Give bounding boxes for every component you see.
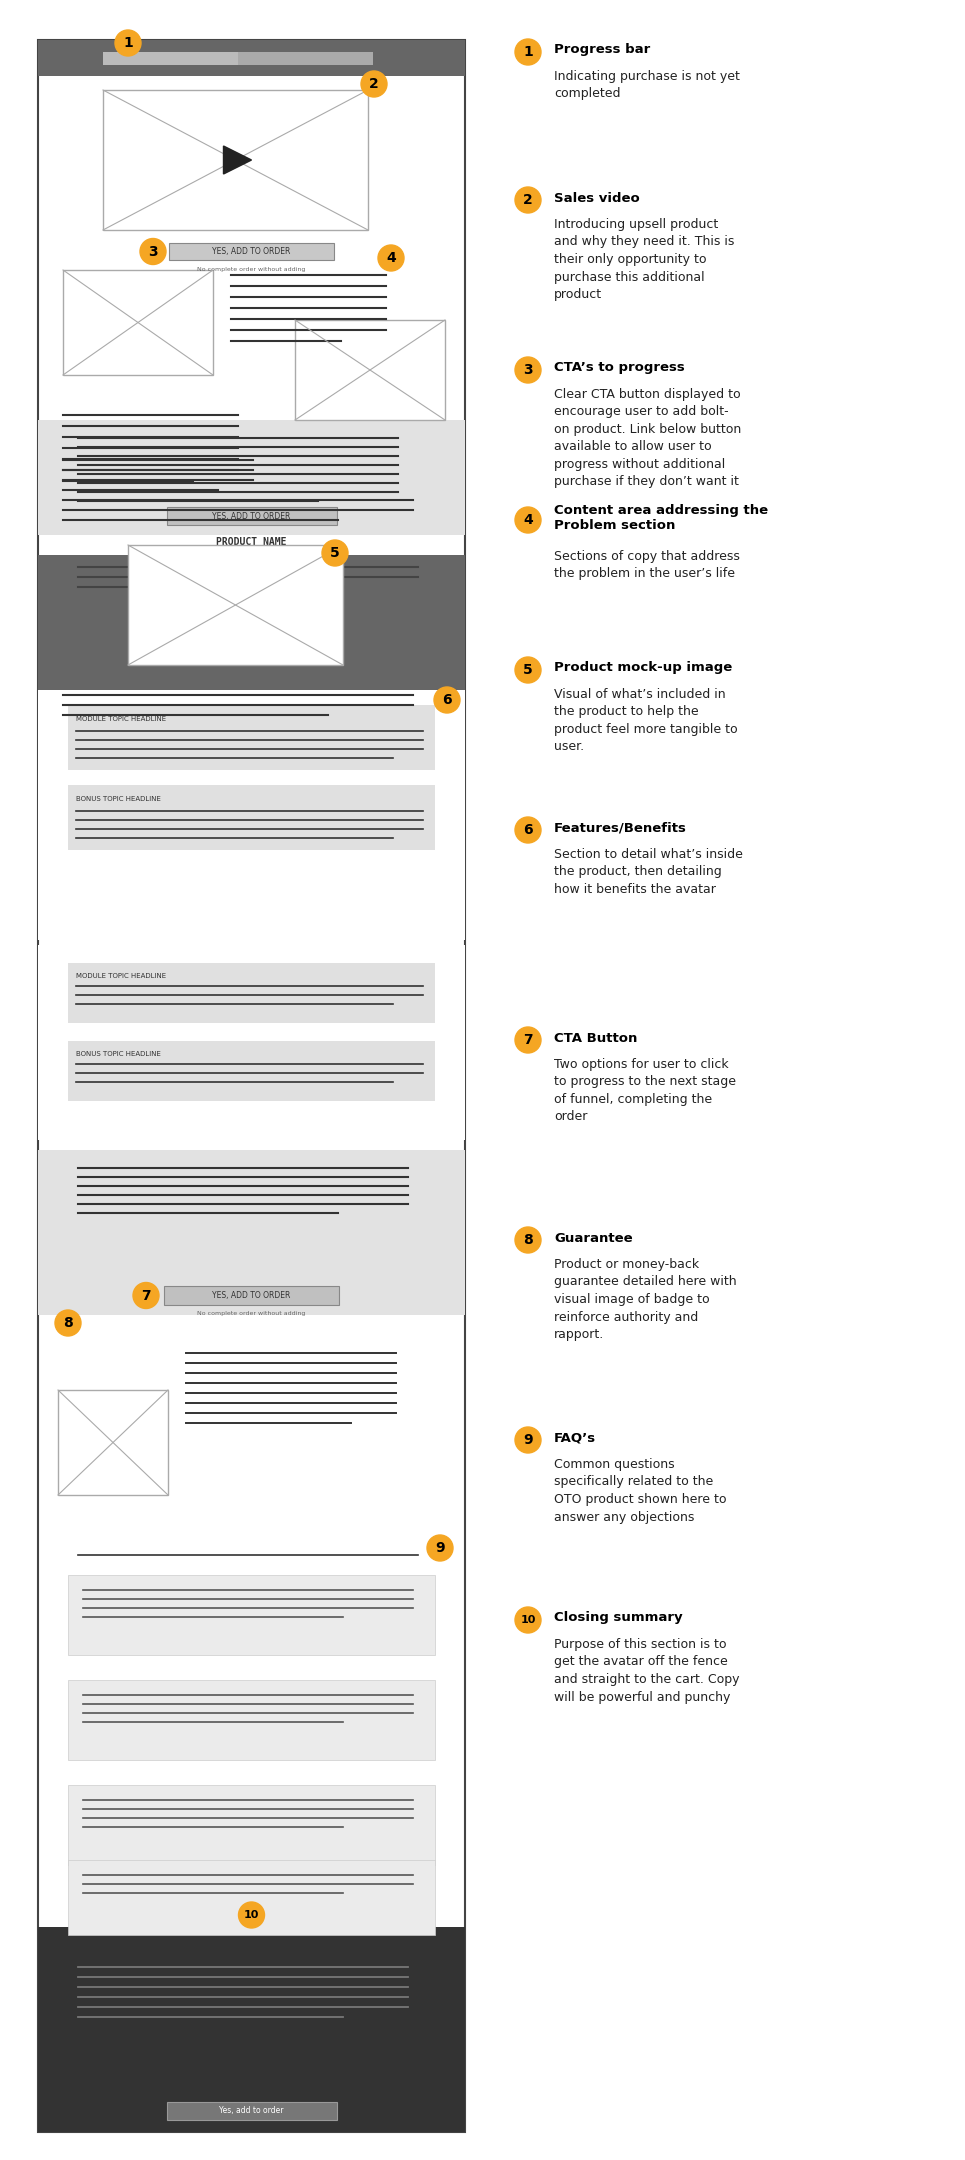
Circle shape: [427, 1536, 453, 1562]
Text: YES, ADD TO ORDER: YES, ADD TO ORDER: [212, 246, 290, 257]
Text: 6: 6: [442, 693, 452, 706]
Circle shape: [515, 1026, 541, 1052]
Text: Section to detail what’s inside
the product, then detailing
how it benefits the : Section to detail what’s inside the prod…: [554, 849, 743, 896]
Bar: [63, 270, 213, 376]
Text: CTA’s to progress: CTA’s to progress: [554, 361, 685, 374]
Bar: [68, 1860, 435, 1935]
Text: 1: 1: [124, 37, 133, 50]
Circle shape: [55, 1309, 81, 1337]
Text: No complete order without adding: No complete order without adding: [197, 1311, 306, 1315]
Text: Sales video: Sales video: [554, 192, 640, 205]
Text: YES, ADD TO ORDER: YES, ADD TO ORDER: [212, 512, 290, 521]
Circle shape: [515, 816, 541, 842]
Text: 3: 3: [523, 363, 533, 378]
Text: BONUS TOPIC HEADLINE: BONUS TOPIC HEADLINE: [76, 797, 161, 801]
Circle shape: [378, 244, 404, 270]
Bar: [38, 1149, 465, 1315]
Text: 7: 7: [141, 1290, 151, 1302]
Text: 6: 6: [523, 823, 533, 836]
Bar: [169, 242, 334, 259]
Bar: [38, 689, 465, 940]
Circle shape: [515, 1428, 541, 1454]
Bar: [38, 1927, 465, 2132]
Bar: [238, 52, 373, 65]
Bar: [128, 544, 343, 665]
Text: Visual of what’s included in
the product to help the
product feel more tangible : Visual of what’s included in the product…: [554, 689, 737, 754]
Text: 5: 5: [523, 663, 533, 676]
Text: MODULE TOPIC HEADLINE: MODULE TOPIC HEADLINE: [76, 972, 166, 978]
Text: Introducing upsell product
and why they need it. This is
their only opportunity : Introducing upsell product and why they …: [554, 218, 734, 300]
Circle shape: [515, 508, 541, 534]
Circle shape: [434, 687, 460, 713]
Circle shape: [238, 1903, 264, 1929]
Text: Progress bar: Progress bar: [554, 43, 650, 56]
Text: BONUS TOPIC HEADLINE: BONUS TOPIC HEADLINE: [76, 1052, 161, 1056]
Bar: [68, 1575, 435, 1655]
Text: 9: 9: [435, 1540, 445, 1555]
Bar: [167, 2102, 337, 2119]
Text: Common questions
specifically related to the
OTO product shown here to
answer an: Common questions specifically related to…: [554, 1458, 727, 1523]
Circle shape: [140, 238, 166, 264]
Bar: [38, 555, 465, 689]
Text: 7: 7: [523, 1032, 533, 1048]
Text: 10: 10: [244, 1909, 260, 1920]
Text: YES, ADD TO ORDER: YES, ADD TO ORDER: [212, 1292, 290, 1300]
Text: Product mock-up image: Product mock-up image: [554, 661, 732, 674]
Circle shape: [115, 30, 141, 56]
Text: 2: 2: [370, 78, 379, 91]
Circle shape: [361, 71, 387, 97]
Bar: [68, 963, 435, 1024]
Circle shape: [515, 356, 541, 382]
Text: 10: 10: [520, 1616, 536, 1624]
Text: FAQ’s: FAQ’s: [554, 1432, 596, 1445]
Text: 8: 8: [523, 1233, 533, 1246]
Bar: [167, 508, 337, 525]
Circle shape: [515, 1607, 541, 1633]
Polygon shape: [224, 147, 252, 175]
Bar: [38, 41, 465, 2132]
Text: No complete order without adding: No complete order without adding: [197, 266, 306, 272]
Circle shape: [515, 39, 541, 65]
Bar: [103, 52, 238, 65]
Text: Clear CTA button displayed to
encourage user to add bolt-
on product. Link below: Clear CTA button displayed to encourage …: [554, 389, 741, 488]
Circle shape: [133, 1283, 159, 1309]
Text: 2: 2: [523, 192, 533, 207]
Text: 3: 3: [149, 244, 158, 259]
Bar: [68, 704, 435, 769]
Bar: [68, 1680, 435, 1760]
Text: Yes, add to order: Yes, add to order: [219, 2106, 284, 2115]
Circle shape: [515, 657, 541, 683]
Circle shape: [515, 188, 541, 214]
Text: 8: 8: [63, 1315, 73, 1331]
Bar: [103, 91, 368, 229]
Circle shape: [515, 1227, 541, 1253]
Text: Sections of copy that address
the problem in the user’s life: Sections of copy that address the proble…: [554, 551, 740, 581]
Circle shape: [322, 540, 348, 566]
Text: Guarantee: Guarantee: [554, 1231, 633, 1244]
Bar: [295, 320, 445, 419]
Bar: [68, 1041, 435, 1102]
Bar: [68, 1784, 435, 1864]
Text: Closing summary: Closing summary: [554, 1611, 682, 1624]
Text: Product or money-back
guarantee detailed here with
visual image of badge to
rein: Product or money-back guarantee detailed…: [554, 1257, 736, 1341]
Bar: [38, 946, 465, 1140]
Text: 4: 4: [386, 251, 396, 266]
Text: Purpose of this section is to
get the avatar off the fence
and straight to the c: Purpose of this section is to get the av…: [554, 1637, 739, 1704]
Text: CTA Button: CTA Button: [554, 1032, 637, 1045]
Bar: [164, 1285, 339, 1305]
Bar: [38, 41, 465, 76]
Bar: [68, 784, 435, 851]
Text: Indicating purchase is not yet
completed: Indicating purchase is not yet completed: [554, 69, 740, 102]
Text: 1: 1: [523, 45, 533, 58]
Bar: [38, 419, 465, 536]
Text: MODULE TOPIC HEADLINE: MODULE TOPIC HEADLINE: [76, 715, 166, 721]
Text: 4: 4: [523, 512, 533, 527]
Text: Content area addressing the
Problem section: Content area addressing the Problem sect…: [554, 503, 768, 531]
Bar: [58, 1391, 168, 1495]
Text: PRODUCT NAME: PRODUCT NAME: [216, 538, 287, 546]
Text: Two options for user to click
to progress to the next stage
of funnel, completin: Two options for user to click to progres…: [554, 1058, 736, 1123]
Text: 5: 5: [330, 546, 340, 559]
Text: Features/Benefits: Features/Benefits: [554, 821, 687, 834]
Text: 9: 9: [523, 1432, 533, 1447]
